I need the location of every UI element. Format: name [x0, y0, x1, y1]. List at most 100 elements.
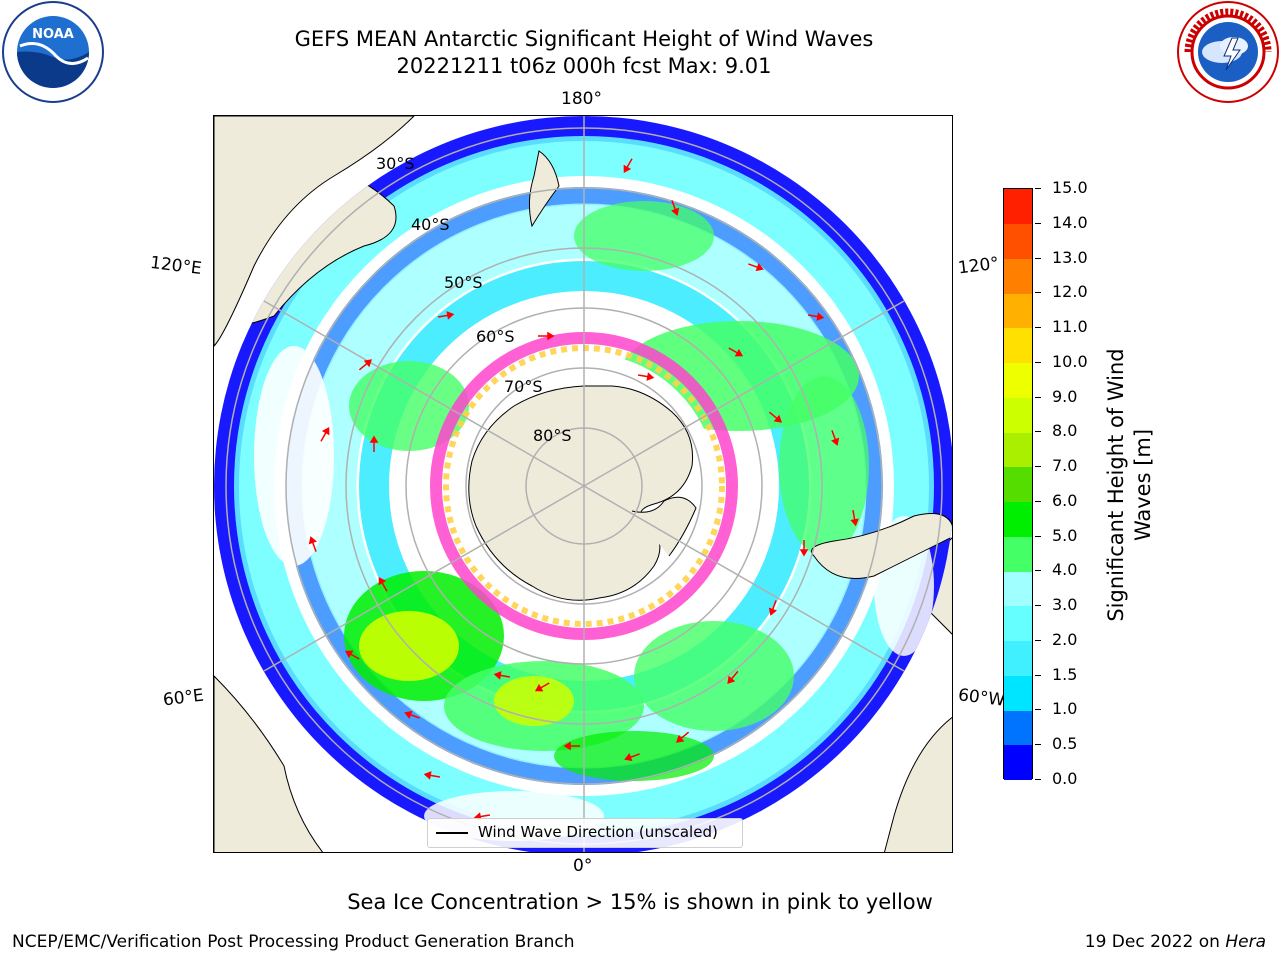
colorbar-segment	[1004, 328, 1032, 364]
colorbar-tick	[1035, 605, 1041, 607]
footer-credit: NCEP/EMC/Verification Post Processing Pr…	[12, 932, 575, 952]
colorbar-tick-label: 1.0	[1052, 699, 1078, 719]
colorbar-tick	[1035, 188, 1041, 189]
colorbar-segment	[1004, 362, 1032, 398]
lon-label-180: 180°	[561, 89, 602, 109]
arrow	[671, 200, 680, 216]
colorbar-tick	[1035, 744, 1041, 746]
arrow	[727, 670, 739, 685]
arrow	[624, 753, 640, 762]
colorbar-tick-label: 0.0	[1052, 769, 1078, 788]
noaa-logo: NOAA	[2, 1, 104, 103]
wind-wave-arrows	[308, 158, 859, 821]
lon-label-60e: 60°E	[161, 685, 205, 711]
colorbar-tick-label: 6.0	[1052, 490, 1078, 510]
lat-label-60s: 60°S	[476, 327, 515, 346]
arrow	[807, 312, 825, 321]
noaa-logo-text: NOAA	[32, 27, 74, 42]
arrow	[369, 435, 379, 452]
colorbar-segment	[1004, 675, 1032, 711]
colorbar-tick-label: 3.0	[1052, 595, 1078, 615]
latitude-labels: 30°S 40°S 50°S 60°S 70°S 80°S	[376, 154, 572, 445]
antarctica	[468, 385, 694, 601]
footer-machine: Hera	[1225, 932, 1266, 952]
colorbar-tick-label: 13.0	[1052, 247, 1088, 267]
colorbar	[1003, 188, 1033, 781]
arrow	[768, 600, 777, 616]
arrow	[563, 741, 580, 751]
colorbar-tick-label: 9.0	[1052, 386, 1078, 406]
arrow	[344, 650, 360, 660]
new-zealand	[528, 150, 560, 228]
arrow	[768, 411, 783, 423]
sea-ice-note: Sea Ice Concentration > 15% is shown in …	[347, 890, 933, 914]
arrow	[423, 771, 441, 780]
arrow	[637, 372, 655, 381]
colorbar-tick-label: 11.0	[1052, 317, 1088, 337]
colorbar-tick	[1035, 779, 1041, 780]
legend-line-swatch	[436, 832, 468, 834]
colorbar-segment	[1004, 467, 1032, 503]
colorbar-tick	[1035, 222, 1041, 224]
arrow	[378, 576, 388, 592]
arrow	[728, 347, 744, 357]
colorbar-tick	[1035, 500, 1041, 502]
colorbar-segment	[1004, 710, 1032, 746]
outer-land	[214, 116, 952, 852]
map-legend: Wind Wave Direction (unscaled)	[427, 818, 743, 848]
arrow	[493, 671, 511, 680]
arrow	[320, 426, 330, 442]
colorbar-tick-label: 2.0	[1052, 629, 1078, 649]
lat-label-80s: 80°S	[533, 426, 572, 445]
colorbar-segment	[1004, 606, 1032, 642]
colorbar-tick	[1035, 466, 1041, 468]
colorbar-tick	[1035, 535, 1041, 537]
lon-label-0: 0°	[573, 856, 593, 876]
colorbar-label-line2: Waves [m]	[1131, 428, 1155, 542]
arrow	[748, 263, 764, 272]
arrow	[831, 430, 840, 446]
colorbar-tick-label: 7.0	[1052, 456, 1078, 476]
colorbar-segment	[1004, 397, 1032, 433]
colorbar-tick	[1035, 639, 1041, 641]
lat-label-40s: 40°S	[411, 215, 450, 234]
colorbar-tick-label: 8.0	[1052, 421, 1078, 441]
arrow	[308, 536, 317, 552]
lon-label-120w: 120°	[956, 253, 1001, 279]
chart-subtitle: 20221211 t06z 000h fcst Max: 9.01	[396, 54, 772, 78]
colorbar-segment	[1004, 432, 1032, 468]
arrow	[799, 540, 809, 557]
colorbar-segment	[1004, 293, 1032, 329]
arrow	[538, 331, 555, 341]
arrow	[675, 731, 690, 743]
chart-title: GEFS MEAN Antarctic Significant Height o…	[294, 27, 874, 51]
colorbar-segment	[1004, 640, 1032, 676]
colorbar-tick	[1035, 361, 1041, 363]
colorbar-tick-label: 5.0	[1052, 525, 1078, 545]
colorbar-tick	[1035, 709, 1041, 711]
footer-date-text: 19 Dec 2022 on	[1084, 932, 1226, 952]
colorbar-label: Significant Height of Wind Waves [m]	[1103, 348, 1157, 621]
lat-label-50s: 50°S	[444, 273, 483, 292]
colorbar-tick	[1035, 292, 1041, 294]
colorbar-segment	[1004, 501, 1032, 537]
colorbar-segment	[1004, 189, 1032, 224]
lon-label-60w: 60°W	[956, 685, 1006, 711]
colorbar-tick	[1035, 431, 1041, 433]
colorbar-tick-label: 1.5	[1052, 664, 1078, 684]
colorbar-label-line1: Significant Height of Wind	[1104, 348, 1128, 622]
colorbar-tick-label: 12.0	[1052, 282, 1088, 302]
arrow	[850, 509, 859, 527]
colorbar-tick	[1035, 396, 1041, 398]
colorbar-tick	[1035, 674, 1041, 676]
colorbar-tick-label: 0.5	[1052, 734, 1078, 754]
colorbar-tick	[1035, 257, 1041, 259]
colorbar-tick-label: 4.0	[1052, 560, 1078, 580]
colorbar-tick-label: 15.0	[1052, 178, 1088, 197]
map-panel: 30°S 40°S 50°S 60°S 70°S 80°S	[213, 115, 953, 853]
colorbar-tick	[1035, 570, 1041, 572]
colorbar-segment	[1004, 571, 1032, 607]
arrow	[534, 682, 550, 692]
map-svg: 30°S 40°S 50°S 60°S 70°S 80°S	[214, 116, 952, 852]
legend-label: Wind Wave Direction (unscaled)	[478, 823, 718, 841]
